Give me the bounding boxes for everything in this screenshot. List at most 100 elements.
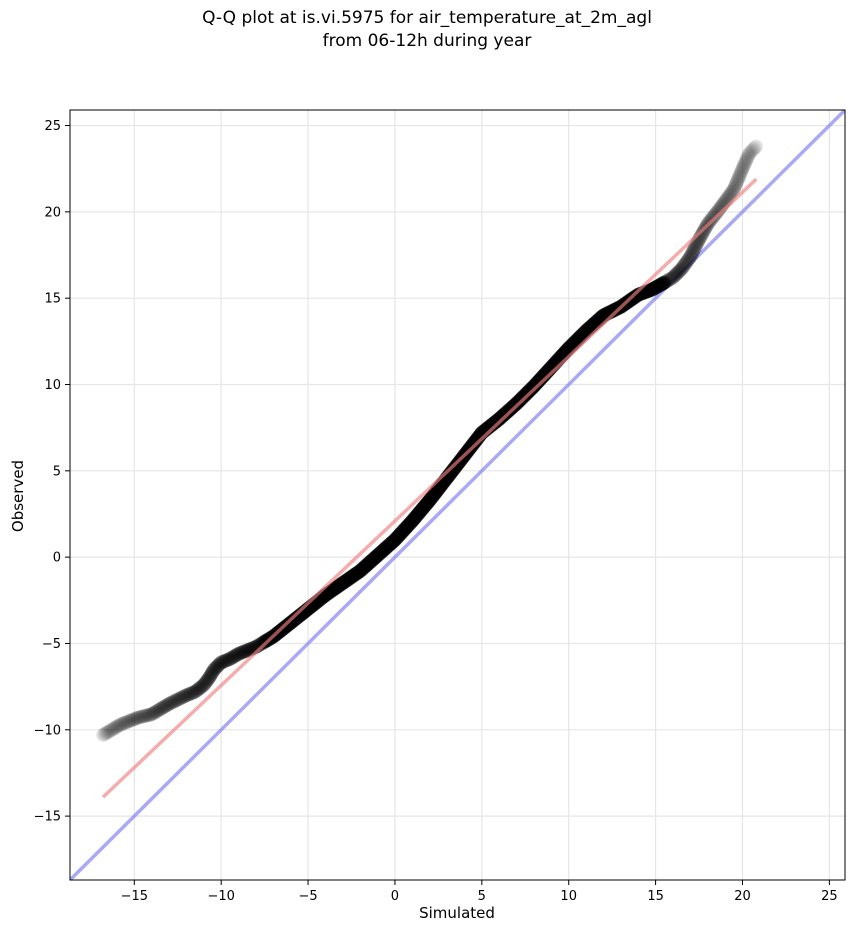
y-tick-label: 25: [44, 119, 61, 134]
qq-point: [670, 266, 685, 281]
qq-point: [179, 688, 194, 703]
y-tick-label: −5: [42, 637, 61, 652]
qq-point: [130, 710, 145, 725]
y-tick-label: 20: [44, 205, 61, 220]
qq-point: [164, 695, 179, 710]
qq-point: [200, 672, 215, 687]
qq-point: [190, 682, 205, 697]
qq-point: [209, 660, 224, 675]
qq-point: [673, 262, 688, 277]
qq-point: [678, 256, 693, 271]
qq-point: [169, 693, 184, 708]
qq-point: [193, 680, 208, 695]
qq-point: [730, 173, 745, 188]
qq-point: [667, 269, 682, 284]
qq-point: [194, 679, 209, 694]
qq-point: [119, 715, 134, 730]
qq-point: [740, 150, 755, 165]
qq-point: [182, 687, 197, 702]
qq-point: [113, 717, 128, 732]
qq-point: [227, 649, 242, 664]
qq-point: [748, 140, 763, 155]
qq-point: [672, 263, 687, 278]
qq-point: [222, 652, 237, 667]
qq-point: [104, 723, 119, 738]
qq-point: [671, 265, 686, 280]
qq-point: [686, 243, 701, 258]
qq-point: [105, 722, 120, 737]
qq-point: [177, 688, 192, 703]
qq-point: [129, 711, 144, 726]
qq-point: [186, 685, 201, 700]
qq-point: [117, 715, 132, 730]
qq-point: [195, 678, 210, 693]
qq-point: [681, 252, 696, 267]
x-tick-label: −10: [207, 889, 234, 904]
qq-point: [100, 725, 115, 740]
qq-point: [140, 708, 155, 723]
qq-point: [189, 683, 204, 698]
qq-point: [669, 267, 684, 282]
y-tick-label: 15: [44, 292, 61, 307]
qq-point: [677, 257, 692, 272]
qq-point: [680, 253, 695, 268]
qq-point: [724, 186, 739, 201]
qq-point: [152, 702, 167, 717]
qq-point: [202, 669, 217, 684]
qq-point: [160, 697, 175, 712]
qq-point: [126, 712, 141, 727]
qq-point: [180, 687, 195, 702]
chart-title-line-2: from 06-12h during year: [322, 31, 532, 51]
qq-point: [736, 160, 751, 175]
qq-point: [734, 163, 749, 178]
x-tick-label: −5: [298, 889, 317, 904]
qq-point: [684, 248, 699, 263]
qq-point: [210, 658, 225, 673]
qq-point: [228, 648, 243, 663]
x-tick-label: 25: [821, 889, 838, 904]
qq-point: [658, 274, 673, 289]
qq-point: [218, 653, 233, 668]
qq-point: [687, 241, 702, 256]
qq-point: [122, 714, 137, 729]
qq-point: [196, 677, 211, 692]
qq-point: [743, 145, 758, 160]
qq-point: [211, 657, 226, 672]
qq-point: [676, 259, 691, 274]
qq-point: [723, 187, 738, 202]
qq-point: [734, 164, 749, 179]
qq-point: [112, 718, 127, 733]
qq-point: [221, 652, 236, 667]
qq-point: [108, 720, 123, 735]
qq-point: [217, 654, 232, 669]
qq-point: [732, 167, 747, 182]
qq-point: [707, 207, 722, 222]
qq-point: [729, 176, 744, 191]
qq-point: [679, 255, 694, 270]
x-tick-label: 5: [478, 889, 486, 904]
qq-point: [675, 260, 690, 275]
qq-point: [199, 673, 214, 688]
qq-point: [155, 700, 170, 715]
qq-point: [683, 249, 698, 264]
qq-point: [224, 651, 239, 666]
qq-point: [136, 709, 151, 724]
qq-point: [709, 205, 724, 220]
qq-point: [665, 270, 680, 285]
qq-point: [729, 175, 744, 190]
y-tick-label: 10: [44, 378, 61, 393]
x-tick-label: −15: [121, 889, 148, 904]
qq-point: [747, 141, 762, 156]
qq-point: [694, 228, 709, 243]
qq-point: [726, 182, 741, 197]
qq-point: [204, 666, 219, 681]
qq-point: [737, 157, 752, 172]
qq-point: [127, 711, 142, 726]
qq-point: [727, 180, 742, 195]
qq-point: [170, 692, 185, 707]
qq-point: [749, 139, 764, 154]
qq-point: [657, 275, 672, 290]
y-axis-label: Observed: [9, 459, 27, 533]
qq-point: [120, 714, 135, 729]
